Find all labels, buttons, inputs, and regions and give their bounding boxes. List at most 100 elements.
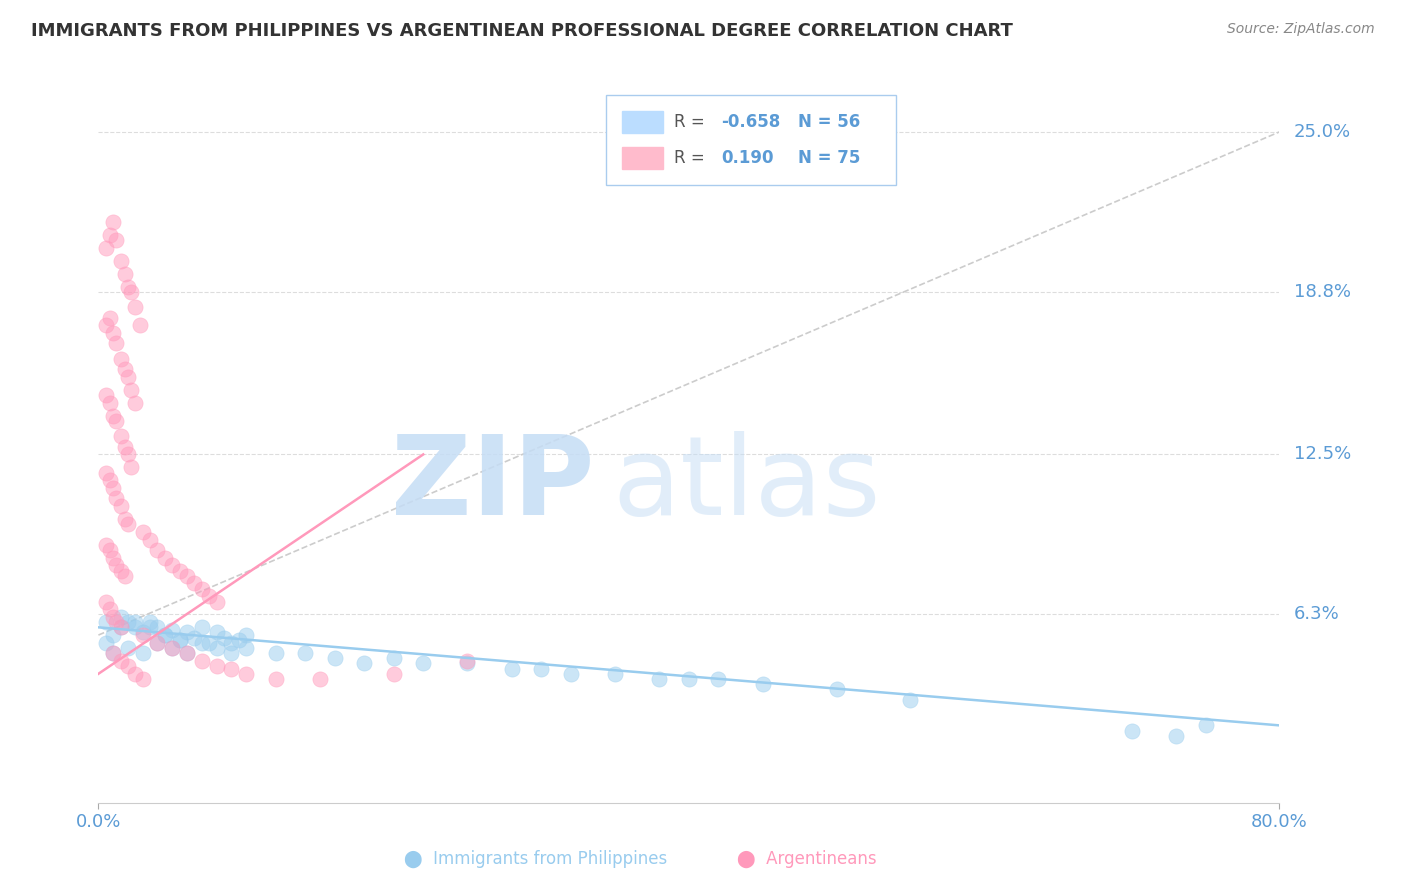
Point <box>212 631 235 645</box>
Point <box>103 409 125 423</box>
Point <box>139 533 162 547</box>
Point <box>198 636 221 650</box>
Point <box>264 672 287 686</box>
Point <box>124 396 146 410</box>
Point <box>146 542 169 557</box>
Point <box>191 582 214 596</box>
Point <box>678 672 700 686</box>
Point <box>117 370 139 384</box>
Point <box>105 615 128 630</box>
Point <box>1121 723 1143 738</box>
Point <box>205 640 228 655</box>
Point <box>103 326 125 341</box>
Point <box>501 662 523 676</box>
Point <box>153 550 176 565</box>
Point <box>103 628 125 642</box>
Point <box>752 677 775 691</box>
Point <box>191 636 214 650</box>
Point <box>132 672 155 686</box>
Point <box>191 620 214 634</box>
FancyBboxPatch shape <box>621 112 664 133</box>
Point <box>530 662 553 676</box>
Text: -0.658: -0.658 <box>721 113 780 131</box>
Text: 18.8%: 18.8% <box>1294 283 1351 301</box>
Point <box>117 659 139 673</box>
Point <box>120 460 142 475</box>
Point <box>105 233 128 247</box>
Point <box>98 310 121 325</box>
Point <box>162 640 183 655</box>
Text: ⬤  Argentineans: ⬤ Argentineans <box>737 850 877 868</box>
Point <box>117 517 139 532</box>
Text: atlas: atlas <box>612 432 880 539</box>
Text: IMMIGRANTS FROM PHILIPPINES VS ARGENTINEAN PROFESSIONAL DEGREE CORRELATION CHART: IMMIGRANTS FROM PHILIPPINES VS ARGENTINE… <box>31 22 1012 40</box>
Point <box>176 646 198 660</box>
Point <box>183 631 205 645</box>
Point <box>114 440 136 454</box>
Point <box>162 640 183 655</box>
Point <box>94 538 117 552</box>
Point <box>94 594 117 608</box>
Point <box>103 646 125 660</box>
Text: Source: ZipAtlas.com: Source: ZipAtlas.com <box>1227 22 1375 37</box>
Point <box>117 615 139 630</box>
Text: R =: R = <box>673 113 704 131</box>
Point <box>132 628 155 642</box>
Point <box>94 466 117 480</box>
Point <box>124 615 146 630</box>
Point <box>169 564 191 578</box>
Point <box>110 654 132 668</box>
Point <box>153 628 176 642</box>
Point <box>103 481 125 495</box>
Point <box>105 414 128 428</box>
Point <box>132 524 155 539</box>
Point <box>110 610 132 624</box>
Point <box>128 318 150 333</box>
FancyBboxPatch shape <box>621 147 664 169</box>
Point <box>235 628 257 642</box>
Point <box>228 633 250 648</box>
Point <box>98 602 121 616</box>
Point <box>235 666 257 681</box>
Point <box>94 636 117 650</box>
Point <box>110 254 132 268</box>
Point <box>117 640 139 655</box>
Point <box>560 666 582 681</box>
Point <box>132 625 155 640</box>
Point <box>648 672 671 686</box>
Point <box>153 628 176 642</box>
Point <box>103 550 125 565</box>
Point <box>98 542 121 557</box>
Point <box>205 594 228 608</box>
Point <box>264 646 287 660</box>
Point <box>105 336 128 351</box>
Point <box>105 491 128 506</box>
FancyBboxPatch shape <box>606 95 896 185</box>
Text: 0.190: 0.190 <box>721 149 773 168</box>
Point <box>114 267 136 281</box>
Point <box>382 651 405 665</box>
Point <box>114 568 136 582</box>
Point <box>221 646 243 660</box>
Point <box>205 625 228 640</box>
Point <box>169 633 191 648</box>
Point <box>120 383 142 397</box>
Point <box>198 590 221 604</box>
Point <box>1166 729 1188 743</box>
Point <box>103 646 125 660</box>
Point <box>94 388 117 402</box>
Point <box>120 285 142 299</box>
Point <box>110 351 132 366</box>
Point <box>176 568 198 582</box>
Point <box>124 301 146 315</box>
Point <box>294 646 316 660</box>
Point <box>139 615 162 630</box>
Point <box>105 558 128 573</box>
Point <box>146 620 169 634</box>
Point <box>117 447 139 461</box>
Point <box>162 623 183 637</box>
Point <box>205 659 228 673</box>
Text: ⬤  Immigrants from Philippines: ⬤ Immigrants from Philippines <box>404 850 666 868</box>
Point <box>124 620 146 634</box>
Point <box>114 362 136 376</box>
